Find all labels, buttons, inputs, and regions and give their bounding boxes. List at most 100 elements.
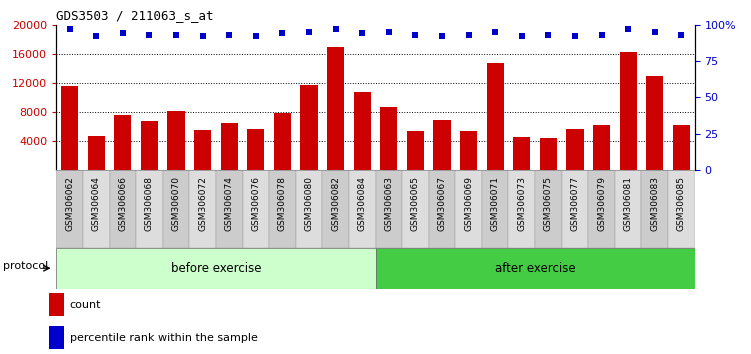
Bar (646, 75, 663, 170)
Text: protocol: protocol (3, 261, 48, 271)
Text: GSM306066: GSM306066 (119, 176, 128, 231)
Text: GSM306076: GSM306076 (252, 176, 261, 231)
Bar (136, 170, 163, 248)
Point (356, 31, 368, 36)
Bar (407, 131, 424, 170)
Text: GSM306078: GSM306078 (278, 176, 287, 231)
Bar (163, 170, 189, 248)
Bar (61, 86, 78, 170)
Bar (247, 129, 264, 170)
Point (569, 34, 581, 39)
Text: GSM306075: GSM306075 (544, 176, 553, 231)
Bar (56, 248, 376, 289)
Point (489, 29, 501, 35)
Bar (402, 170, 429, 248)
Bar (49, 326, 64, 349)
Bar (167, 111, 185, 170)
Text: GSM306085: GSM306085 (677, 176, 686, 231)
Bar (269, 170, 296, 248)
Bar (380, 107, 397, 170)
Bar (194, 130, 211, 170)
Text: GSM306063: GSM306063 (385, 176, 394, 231)
Bar (49, 293, 64, 316)
Bar (540, 138, 557, 170)
Point (250, 34, 262, 39)
Point (596, 32, 608, 38)
Bar (296, 170, 322, 248)
Point (675, 32, 687, 38)
Point (622, 26, 634, 32)
Point (170, 32, 182, 38)
Text: count: count (70, 300, 101, 310)
Bar (673, 125, 690, 170)
Bar (140, 121, 158, 170)
Bar (562, 170, 588, 248)
Text: GDS3503 / 211063_s_at: GDS3503 / 211063_s_at (56, 9, 214, 22)
Text: GSM306071: GSM306071 (490, 176, 499, 231)
Point (64, 26, 76, 32)
Point (436, 34, 448, 39)
Bar (513, 137, 530, 170)
Bar (487, 63, 504, 170)
Text: before exercise: before exercise (170, 262, 261, 275)
Bar (566, 129, 584, 170)
Point (330, 26, 342, 32)
Bar (349, 170, 376, 248)
Point (516, 34, 528, 39)
Point (409, 32, 421, 38)
Text: GSM306068: GSM306068 (145, 176, 154, 231)
Point (117, 31, 129, 36)
Bar (620, 52, 637, 170)
Text: GSM306080: GSM306080 (304, 176, 313, 231)
Bar (641, 170, 668, 248)
Text: GSM306073: GSM306073 (517, 176, 526, 231)
Bar (482, 170, 508, 248)
Text: GSM306067: GSM306067 (438, 176, 447, 231)
Text: GSM306072: GSM306072 (198, 176, 207, 231)
Bar (327, 46, 344, 170)
Point (649, 29, 661, 35)
Bar (460, 131, 477, 170)
Bar (593, 125, 611, 170)
Point (542, 32, 554, 38)
Text: GSM306065: GSM306065 (411, 176, 420, 231)
Bar (221, 124, 238, 170)
Bar (376, 170, 402, 248)
Point (143, 32, 155, 38)
Bar (274, 113, 291, 170)
Bar (455, 170, 482, 248)
Bar (216, 170, 243, 248)
Point (463, 32, 475, 38)
Point (90, 34, 102, 39)
Bar (433, 120, 451, 170)
Bar (588, 170, 615, 248)
Text: GSM306081: GSM306081 (623, 176, 632, 231)
Text: GSM306070: GSM306070 (171, 176, 180, 231)
Text: after exercise: after exercise (495, 262, 575, 275)
Text: GSM306064: GSM306064 (92, 176, 101, 231)
Bar (189, 170, 216, 248)
Point (276, 31, 288, 36)
Point (303, 29, 315, 35)
Text: GSM306062: GSM306062 (65, 176, 74, 231)
Bar (300, 85, 318, 170)
Bar (668, 170, 695, 248)
Bar (615, 170, 641, 248)
Text: GSM306069: GSM306069 (464, 176, 473, 231)
Point (383, 29, 395, 35)
Bar (114, 115, 131, 170)
Bar (322, 170, 349, 248)
Text: GSM306074: GSM306074 (225, 176, 234, 231)
Bar (535, 170, 562, 248)
Point (223, 32, 235, 38)
Text: GSM306079: GSM306079 (597, 176, 606, 231)
Text: percentile rank within the sample: percentile rank within the sample (70, 333, 258, 343)
Bar (110, 170, 136, 248)
Point (197, 34, 209, 39)
Bar (429, 170, 455, 248)
Bar (56, 170, 83, 248)
Bar (243, 170, 269, 248)
Bar (508, 170, 535, 248)
Text: GSM306083: GSM306083 (650, 176, 659, 231)
Bar (376, 248, 695, 289)
